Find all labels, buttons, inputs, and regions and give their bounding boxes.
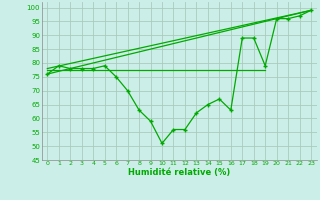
X-axis label: Humidité relative (%): Humidité relative (%) [128, 168, 230, 177]
